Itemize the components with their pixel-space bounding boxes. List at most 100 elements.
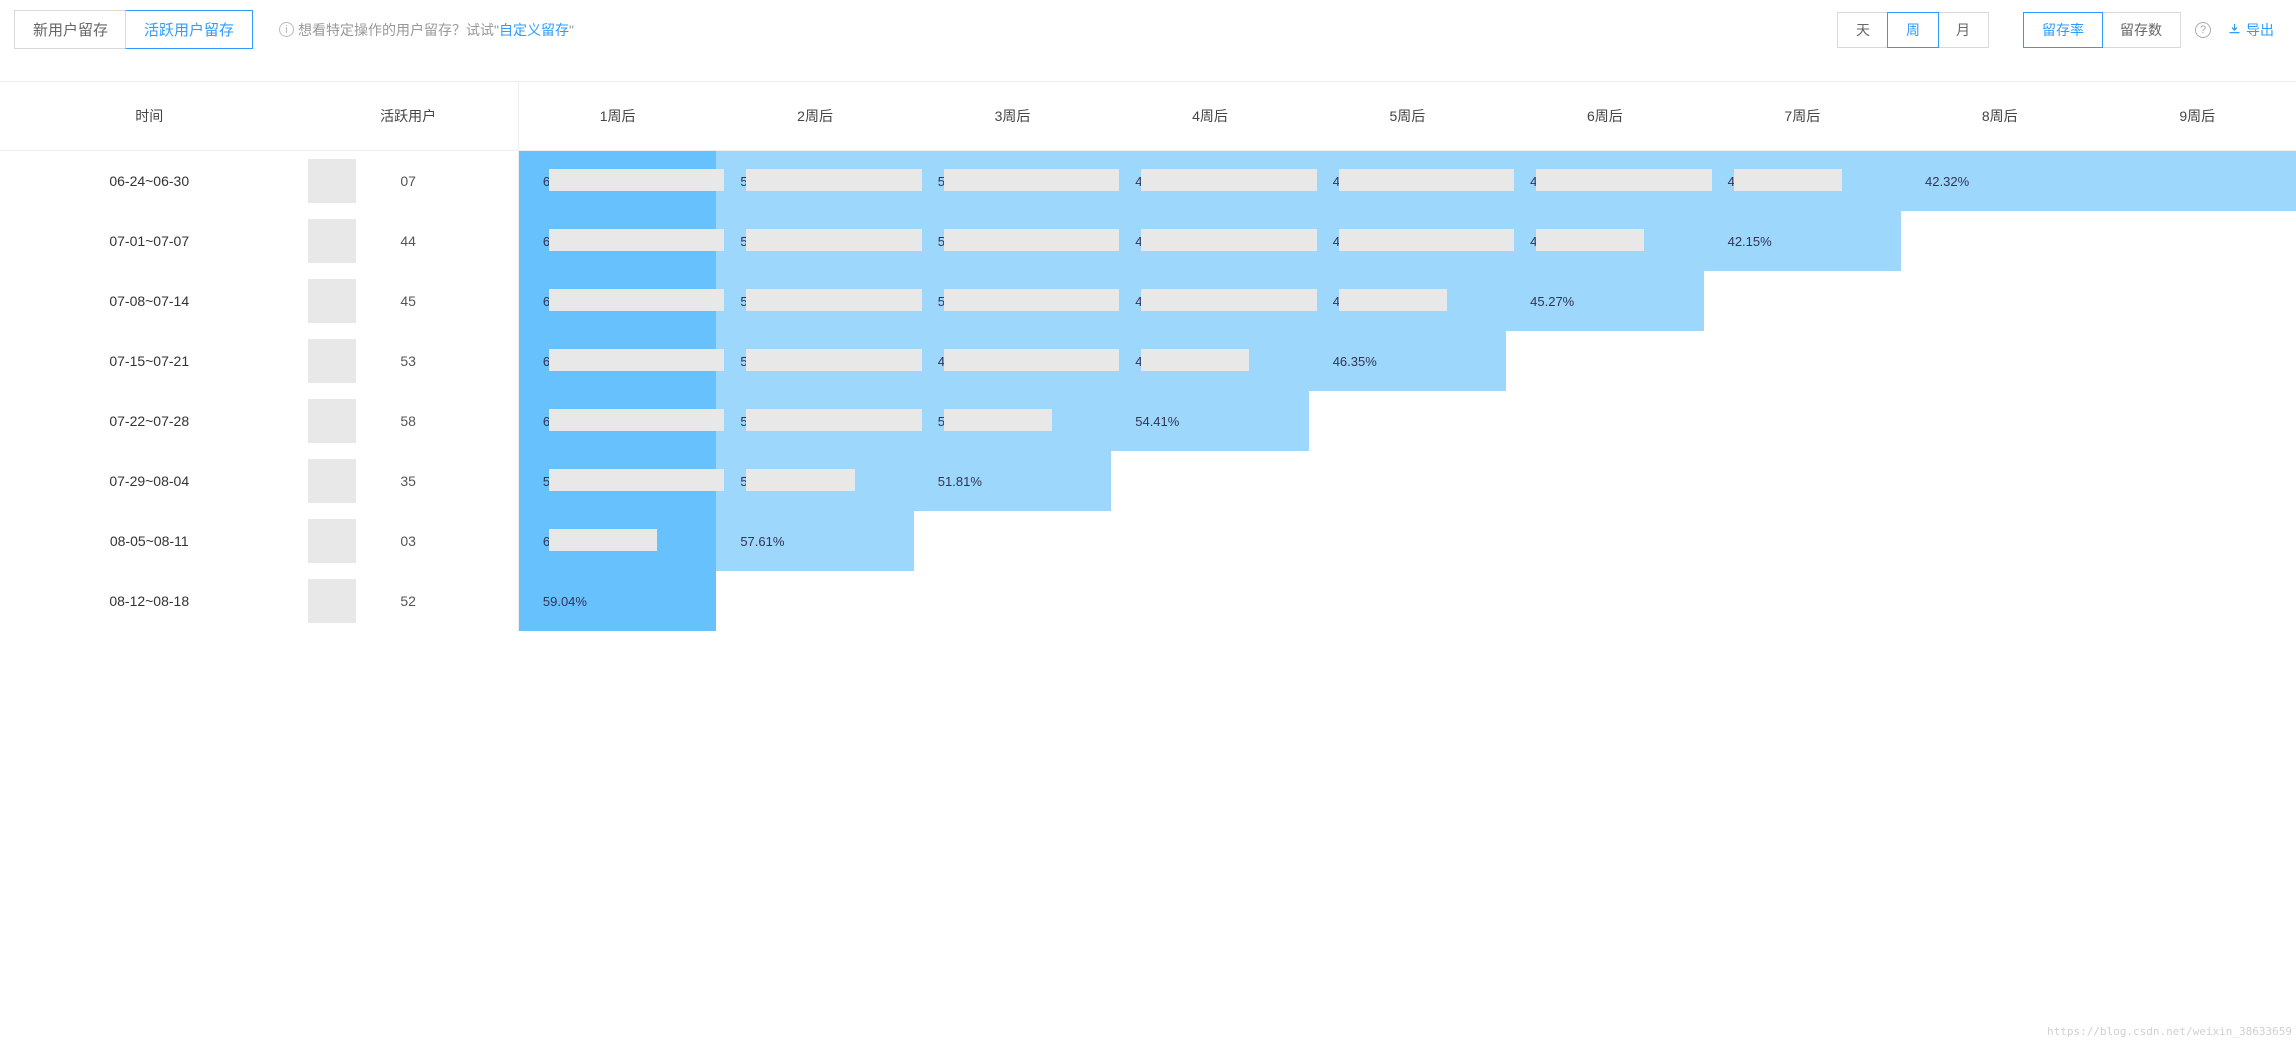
cell-time: 07-29~08-04 [0, 451, 298, 511]
retention-value: 59.04% [543, 594, 587, 609]
retention-value-mask [1141, 169, 1316, 191]
watermark: https://blog.csdn.net/weixin_38633659 [2047, 1025, 2292, 1038]
retention-cell: 46.35% [1309, 331, 1506, 391]
retention-cell: 65.05% [519, 391, 716, 451]
cell-active-users: 07 [298, 151, 518, 211]
export-button[interactable]: 导出 [2219, 14, 2282, 46]
retention-cell: 52.70% [716, 331, 913, 391]
retention-cell: 57.61% [716, 511, 913, 571]
retention-value-mask [1339, 229, 1514, 251]
retention-value-mask [1339, 289, 1447, 311]
retention-cell [2099, 151, 2296, 211]
retention-value-mask [1734, 169, 1842, 191]
retention-value: 46.35% [1333, 354, 1377, 369]
retention-type-tabs: 新用户留存 活跃用户留存 [14, 10, 253, 49]
retention-value-mask [944, 409, 1052, 431]
retention-cell: 61.07% [519, 271, 716, 331]
retention-value-mask [549, 469, 724, 491]
retention-value: 54.41% [1135, 414, 1179, 429]
retention-value-mask [944, 289, 1119, 311]
retention-value-mask [746, 169, 921, 191]
retention-cell: 47.2% [1111, 151, 1308, 211]
col-week-8: 8周后 [1901, 82, 2098, 150]
retention-cell: 42.15% [1704, 211, 1901, 271]
users-value-mask [308, 579, 356, 623]
col-week-7: 7周后 [1704, 82, 1901, 150]
users-value-suffix: 53 [400, 353, 416, 369]
table-row: 07-22~07-285865.05%59.07%55.78%54.41% [0, 391, 2296, 451]
retention-value: 42.32% [1925, 174, 1969, 189]
table-row: 07-01~07-074463.44%54.07%50.54%47.21%44.… [0, 211, 2296, 271]
export-icon [2227, 22, 2242, 37]
users-value-mask [308, 279, 356, 323]
cell-time: 08-05~08-11 [0, 511, 298, 571]
retention-value-mask [549, 409, 724, 431]
cell-active-users: 53 [298, 331, 518, 391]
retention-value: 45.27% [1530, 294, 1574, 309]
cell-active-users: 35 [298, 451, 518, 511]
metric-group: 留存率 留存数 [2023, 12, 2181, 48]
cell-active-users: 45 [298, 271, 518, 331]
retention-cell: 42.32% [1901, 151, 2098, 211]
period-month[interactable]: 月 [1938, 13, 1988, 47]
hint-text: i 想看特定操作的用户留存？试试 " 自定义留存 " [279, 20, 574, 40]
retention-cell: 54.07% [716, 211, 913, 271]
retention-value-mask [549, 229, 724, 251]
period-group: 天 周 月 [1837, 12, 1989, 48]
metric-rate[interactable]: 留存率 [2023, 12, 2103, 48]
retention-value-mask [549, 169, 724, 191]
cell-time: 07-15~07-21 [0, 331, 298, 391]
retention-value-mask [1536, 169, 1711, 191]
retention-cell: 44.33% [1506, 151, 1703, 211]
table-row: 07-15~07-215360.58%52.70%49.74%45.87%46.… [0, 331, 2296, 391]
retention-value-mask [746, 229, 921, 251]
retention-value-mask [746, 469, 854, 491]
users-value-suffix: 58 [400, 413, 416, 429]
hint-quote-close: " [569, 22, 574, 38]
retention-cell: 45.87% [1111, 331, 1308, 391]
users-value-mask [308, 219, 356, 263]
retention-cell: 49.74% [914, 331, 1111, 391]
retention-cell: 55.78% [914, 391, 1111, 451]
table-row: 08-12~08-185259.04% [0, 571, 2296, 631]
retention-value-mask [1141, 229, 1316, 251]
period-day[interactable]: 天 [1838, 13, 1888, 47]
col-time: 时间 [0, 82, 298, 150]
table-body: 06-24~06-300764.56%57.68%53.08%47.2%46.2… [0, 151, 2296, 631]
col-active-users: 活跃用户 [298, 82, 518, 150]
users-value-suffix: 45 [400, 293, 416, 309]
retention-value: 51.81% [938, 474, 982, 489]
cell-active-users: 44 [298, 211, 518, 271]
retention-cell: 64.56% [519, 151, 716, 211]
retention-cell: 54.41% [1111, 391, 1308, 451]
retention-table: 时间 活跃用户 1周后 2周后 3周后 4周后 5周后 6周后 7周后 8周后 … [0, 81, 2296, 631]
retention-cell: 54.60% [716, 451, 913, 511]
retention-value-mask [944, 349, 1119, 371]
tab-active-user[interactable]: 活跃用户留存 [125, 10, 253, 49]
retention-cell: 50.47% [914, 271, 1111, 331]
retention-cell: 44.80% [1309, 211, 1506, 271]
help-icon[interactable]: ? [2195, 22, 2211, 38]
cell-time: 06-24~06-30 [0, 151, 298, 211]
table-row: 07-08~07-144561.07%54.00%50.47%47.65%44.… [0, 271, 2296, 331]
cell-time: 07-22~07-28 [0, 391, 298, 451]
retention-value-mask [1141, 289, 1316, 311]
col-week-5: 5周后 [1309, 82, 1506, 150]
retention-cell: 63.44% [519, 211, 716, 271]
period-week[interactable]: 周 [1887, 12, 1939, 48]
col-week-2: 2周后 [716, 82, 913, 150]
tab-new-user[interactable]: 新用户留存 [15, 11, 126, 48]
custom-retention-link[interactable]: 自定义留存 [499, 20, 569, 40]
table-header: 时间 活跃用户 1周后 2周后 3周后 4周后 5周后 6周后 7周后 8周后 … [0, 82, 2296, 151]
users-value-mask [308, 399, 356, 443]
metric-count[interactable]: 留存数 [2102, 13, 2180, 47]
col-week-3: 3周后 [914, 82, 1111, 150]
retention-value: 42.15% [1728, 234, 1772, 249]
cell-time: 08-12~08-18 [0, 571, 298, 631]
retention-cell: 57.68% [716, 151, 913, 211]
col-week-1: 1周后 [519, 82, 716, 150]
col-week-4: 4周后 [1111, 82, 1308, 150]
retention-value-mask [746, 289, 921, 311]
toolbar: 新用户留存 活跃用户留存 i 想看特定操作的用户留存？试试 " 自定义留存 " … [0, 0, 2296, 59]
retention-cell: 54.00% [716, 271, 913, 331]
